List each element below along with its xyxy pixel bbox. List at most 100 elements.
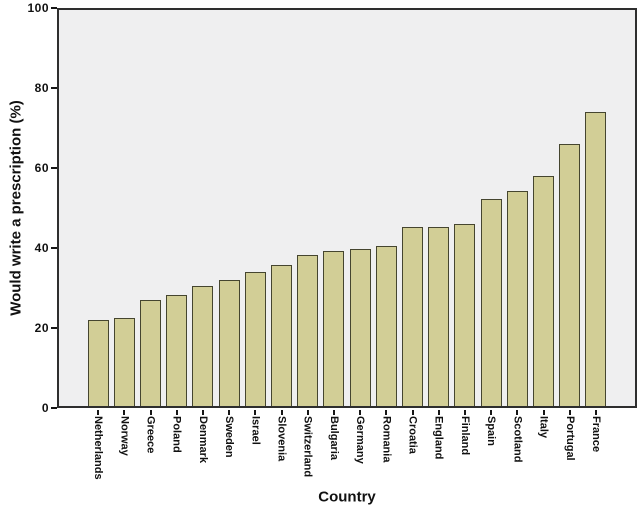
x-tick-slot: Greece: [137, 410, 163, 480]
bar-denmark: [192, 285, 214, 406]
y-tick-mark: [51, 407, 57, 409]
bar-sweden: [218, 279, 240, 406]
x-tick-slot: France: [583, 410, 609, 480]
x-tick-slot: Israel: [242, 410, 268, 480]
bar-slot: [530, 10, 556, 406]
bar-slot: [111, 10, 137, 406]
x-tick-mark: [490, 410, 493, 415]
bar-scotland: [506, 190, 528, 406]
bar-slot: [583, 10, 609, 406]
x-tick-label-france: France: [589, 416, 602, 453]
x-tick-mark: [280, 410, 283, 415]
x-tick-slot: Romania: [373, 410, 399, 480]
x-tick-label-italy: Italy: [537, 416, 550, 439]
bar-finland: [454, 224, 476, 406]
x-tick-label-sweden: Sweden: [223, 416, 236, 458]
bar-slot: [478, 10, 504, 406]
y-tick: 40: [35, 241, 57, 255]
x-tick-label-scotland: Scotland: [511, 416, 524, 463]
bar-slot: [216, 10, 242, 406]
y-tick-label: 80: [34, 81, 49, 95]
bars-container: [59, 10, 635, 406]
x-tick-slot: Germany: [347, 410, 373, 480]
x-tick-label-netherlands: Netherlands: [92, 416, 105, 480]
x-tick-slot: Finland: [452, 410, 478, 480]
x-tick-mark: [123, 410, 126, 415]
bar-germany: [349, 249, 371, 406]
x-tick-label-romania: Romania: [380, 416, 393, 463]
x-tick-label-switzerland: Switzerland: [301, 416, 314, 478]
x-tick-slot: Slovenia: [268, 410, 294, 480]
x-tick-mark: [228, 410, 231, 415]
x-tick-mark: [568, 410, 571, 415]
x-tick-mark: [306, 410, 309, 415]
x-tick-label-portugal: Portugal: [563, 416, 576, 461]
bar-slovenia: [271, 265, 293, 406]
bar-slot: [190, 10, 216, 406]
x-tick-mark: [542, 410, 545, 415]
y-tick: 100: [27, 1, 57, 15]
x-tick-mark: [332, 410, 335, 415]
bar-slot: [504, 10, 530, 406]
y-tick: 80: [35, 81, 57, 95]
bar-slot: [347, 10, 373, 406]
x-tick-mark: [149, 410, 152, 415]
x-tick-label-england: England: [432, 416, 445, 460]
y-tick: 0: [42, 401, 57, 415]
x-axis-title: Country: [318, 488, 376, 506]
bar-slot: [373, 10, 399, 406]
bar-bulgaria: [323, 250, 345, 406]
x-tick-slot: Portugal: [557, 410, 583, 480]
y-tick-label: 0: [41, 401, 49, 415]
y-tick-label: 60: [34, 161, 49, 175]
x-axis-labels: Netherlands Norway Greece Poland Denmark Swed…: [59, 410, 635, 480]
bar-slot: [295, 10, 321, 406]
x-tick-label-denmark: Denmark: [196, 416, 209, 464]
x-tick-label-bulgaria: Bulgaria: [327, 416, 340, 461]
x-tick-mark: [437, 410, 440, 415]
y-tick: 20: [35, 321, 57, 335]
x-tick-label-greece: Greece: [144, 416, 157, 454]
x-tick-mark: [463, 410, 466, 415]
bar-italy: [533, 175, 555, 406]
bar-poland: [166, 294, 188, 406]
bar-croatia: [402, 227, 424, 406]
x-tick-label-croatia: Croatia: [406, 416, 419, 454]
y-tick-label: 100: [27, 1, 49, 15]
x-tick-slot: Switzerland: [295, 410, 321, 480]
x-tick-label-norway: Norway: [118, 416, 131, 456]
y-tick-label: 40: [34, 241, 49, 255]
x-tick-slot: Scotland: [504, 410, 530, 480]
x-tick-slot: Denmark: [190, 410, 216, 480]
bar-slot: [557, 10, 583, 406]
bar-slot: [85, 10, 111, 406]
x-tick-slot: England: [426, 410, 452, 480]
x-tick-mark: [411, 410, 414, 415]
bar-slot: [268, 10, 294, 406]
bar-slot: [164, 10, 190, 406]
bar-israel: [244, 272, 266, 406]
x-tick-mark: [175, 410, 178, 415]
bar-spain: [480, 198, 502, 406]
x-tick-slot: Italy: [530, 410, 556, 480]
x-tick-mark: [359, 410, 362, 415]
bar-england: [428, 226, 450, 406]
x-tick-slot: Sweden: [216, 410, 242, 480]
x-tick-mark: [594, 410, 597, 415]
x-tick-label-spain: Spain: [485, 416, 498, 446]
y-tick-mark: [51, 247, 57, 249]
x-tick-mark: [385, 410, 388, 415]
plot-area: [57, 8, 637, 408]
bar-france: [585, 112, 607, 406]
x-tick-mark: [254, 410, 257, 415]
x-tick-label-slovenia: Slovenia: [275, 416, 288, 462]
y-tick-mark: [51, 7, 57, 9]
y-tick-label: 20: [34, 321, 49, 335]
bar-slot: [399, 10, 425, 406]
bar-slot: [321, 10, 347, 406]
bar-romania: [375, 246, 397, 406]
y-tick-mark: [51, 327, 57, 329]
y-tick-mark: [51, 167, 57, 169]
x-tick-slot: Bulgaria: [321, 410, 347, 480]
